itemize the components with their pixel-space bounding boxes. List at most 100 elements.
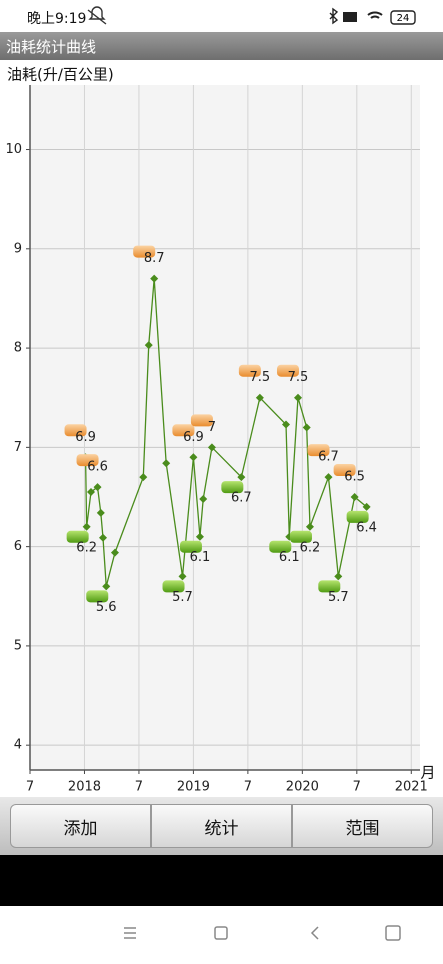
data-point bbox=[305, 522, 314, 531]
y-tick-label: 7 bbox=[14, 440, 22, 455]
empty-area bbox=[0, 855, 443, 906]
wifi-icon bbox=[367, 11, 383, 19]
min-marker bbox=[289, 530, 312, 543]
max-marker bbox=[64, 424, 87, 437]
max-marker bbox=[333, 463, 356, 476]
data-point bbox=[195, 532, 204, 541]
data-label: 6.5 bbox=[344, 469, 365, 484]
plot-area bbox=[30, 85, 420, 770]
min-marker bbox=[86, 590, 109, 603]
data-label: 6.7 bbox=[318, 450, 339, 465]
data-point bbox=[87, 488, 96, 497]
battery-icon bbox=[390, 10, 416, 25]
data-label: 6.9 bbox=[183, 430, 204, 445]
data-point bbox=[144, 341, 153, 350]
action-button[interactable]: 添加 bbox=[10, 804, 151, 848]
y-tick-label: 4 bbox=[14, 738, 22, 753]
x-tick-label: 7 bbox=[26, 780, 34, 795]
data-point bbox=[98, 533, 107, 542]
status-bar: 晚上9:19 24 bbox=[0, 0, 443, 32]
data-point bbox=[293, 393, 302, 402]
data-label: 6.9 bbox=[75, 430, 96, 445]
x-tick-label: 2020 bbox=[286, 780, 319, 795]
data-point bbox=[139, 473, 148, 482]
screenshot-button[interactable] bbox=[385, 925, 401, 941]
data-label: 7 bbox=[208, 420, 216, 435]
data-point bbox=[302, 423, 311, 432]
data-point bbox=[93, 483, 102, 492]
button-bar: 添加 统计 范围 bbox=[0, 797, 443, 855]
back-button[interactable] bbox=[310, 926, 319, 940]
data-label: 6.1 bbox=[279, 550, 300, 565]
data-point bbox=[96, 508, 105, 517]
x-tick-label: 2019 bbox=[177, 780, 210, 795]
min-marker bbox=[346, 510, 369, 523]
data-point bbox=[199, 494, 208, 503]
data-label: 8.7 bbox=[144, 251, 165, 266]
x-tick-label: 2021 bbox=[395, 780, 428, 795]
y-tick-label: 8 bbox=[14, 341, 22, 356]
min-marker bbox=[179, 540, 202, 553]
chart: 油耗(升/百公里) 月 4 5 6 7 8 9 10 7 2018 7 2019 7 2020 7 2021… bbox=[0, 60, 443, 797]
data-point bbox=[110, 548, 119, 557]
y-tick-label: 10 bbox=[5, 142, 22, 157]
min-marker bbox=[318, 580, 341, 593]
data-label: 6.2 bbox=[76, 540, 97, 555]
nav-bar bbox=[0, 906, 443, 960]
data-point bbox=[189, 453, 198, 462]
home-button[interactable] bbox=[214, 926, 228, 940]
battery-level: 24 bbox=[397, 13, 410, 24]
title-bar: 油耗统计曲线 bbox=[0, 32, 443, 60]
data-point bbox=[255, 393, 264, 402]
status-icons: 24 bbox=[87, 6, 416, 25]
data-point bbox=[150, 274, 159, 283]
data-point bbox=[324, 473, 333, 482]
data-point bbox=[282, 420, 291, 429]
x-tick-label: 7 bbox=[353, 780, 361, 795]
bell-icon bbox=[87, 6, 107, 25]
max-marker bbox=[190, 414, 213, 427]
data-label: 5.7 bbox=[328, 590, 349, 605]
max-marker bbox=[307, 444, 330, 457]
nav-icons bbox=[124, 925, 401, 941]
y-axis-label: 油耗(升/百公里) bbox=[7, 66, 114, 84]
data-label: 6.6 bbox=[87, 460, 108, 475]
data-point bbox=[102, 582, 111, 591]
x-tick-label: 7 bbox=[135, 780, 143, 795]
data-label: 5.7 bbox=[172, 590, 193, 605]
data-label: 6.7 bbox=[231, 491, 252, 506]
data-label: 6.2 bbox=[300, 540, 321, 555]
data-label: 6.1 bbox=[190, 550, 211, 565]
y-tick-label: 5 bbox=[14, 638, 22, 653]
data-point bbox=[237, 473, 246, 482]
bluetooth-icon bbox=[329, 7, 339, 25]
min-marker bbox=[221, 481, 244, 494]
title: 油耗统计曲线 bbox=[6, 38, 97, 56]
max-marker bbox=[172, 424, 195, 437]
signal-icon bbox=[343, 12, 357, 22]
min-marker bbox=[162, 580, 185, 593]
data-label: 6.4 bbox=[356, 520, 377, 535]
menu-button[interactable] bbox=[124, 927, 136, 939]
fuel-line bbox=[84, 278, 368, 587]
max-marker bbox=[133, 245, 156, 258]
data-point bbox=[178, 572, 187, 581]
x-axis-label: 月 bbox=[420, 764, 435, 782]
min-marker bbox=[66, 530, 89, 543]
data-label: 7.5 bbox=[250, 370, 271, 385]
data-point bbox=[82, 522, 91, 531]
data-point bbox=[162, 459, 171, 468]
data-point bbox=[350, 492, 359, 501]
max-marker bbox=[276, 364, 299, 377]
max-marker bbox=[238, 364, 261, 377]
clock: 晚上9:19 bbox=[27, 11, 87, 27]
data-point bbox=[207, 443, 216, 452]
data-point bbox=[362, 502, 371, 511]
data-label: 5.6 bbox=[96, 600, 117, 615]
x-tick-label: 2018 bbox=[68, 780, 101, 795]
y-tick-label: 9 bbox=[14, 241, 22, 256]
action-button[interactable]: 范围 bbox=[292, 804, 433, 848]
action-button[interactable]: 统计 bbox=[151, 804, 292, 848]
x-tick-label: 7 bbox=[244, 780, 252, 795]
